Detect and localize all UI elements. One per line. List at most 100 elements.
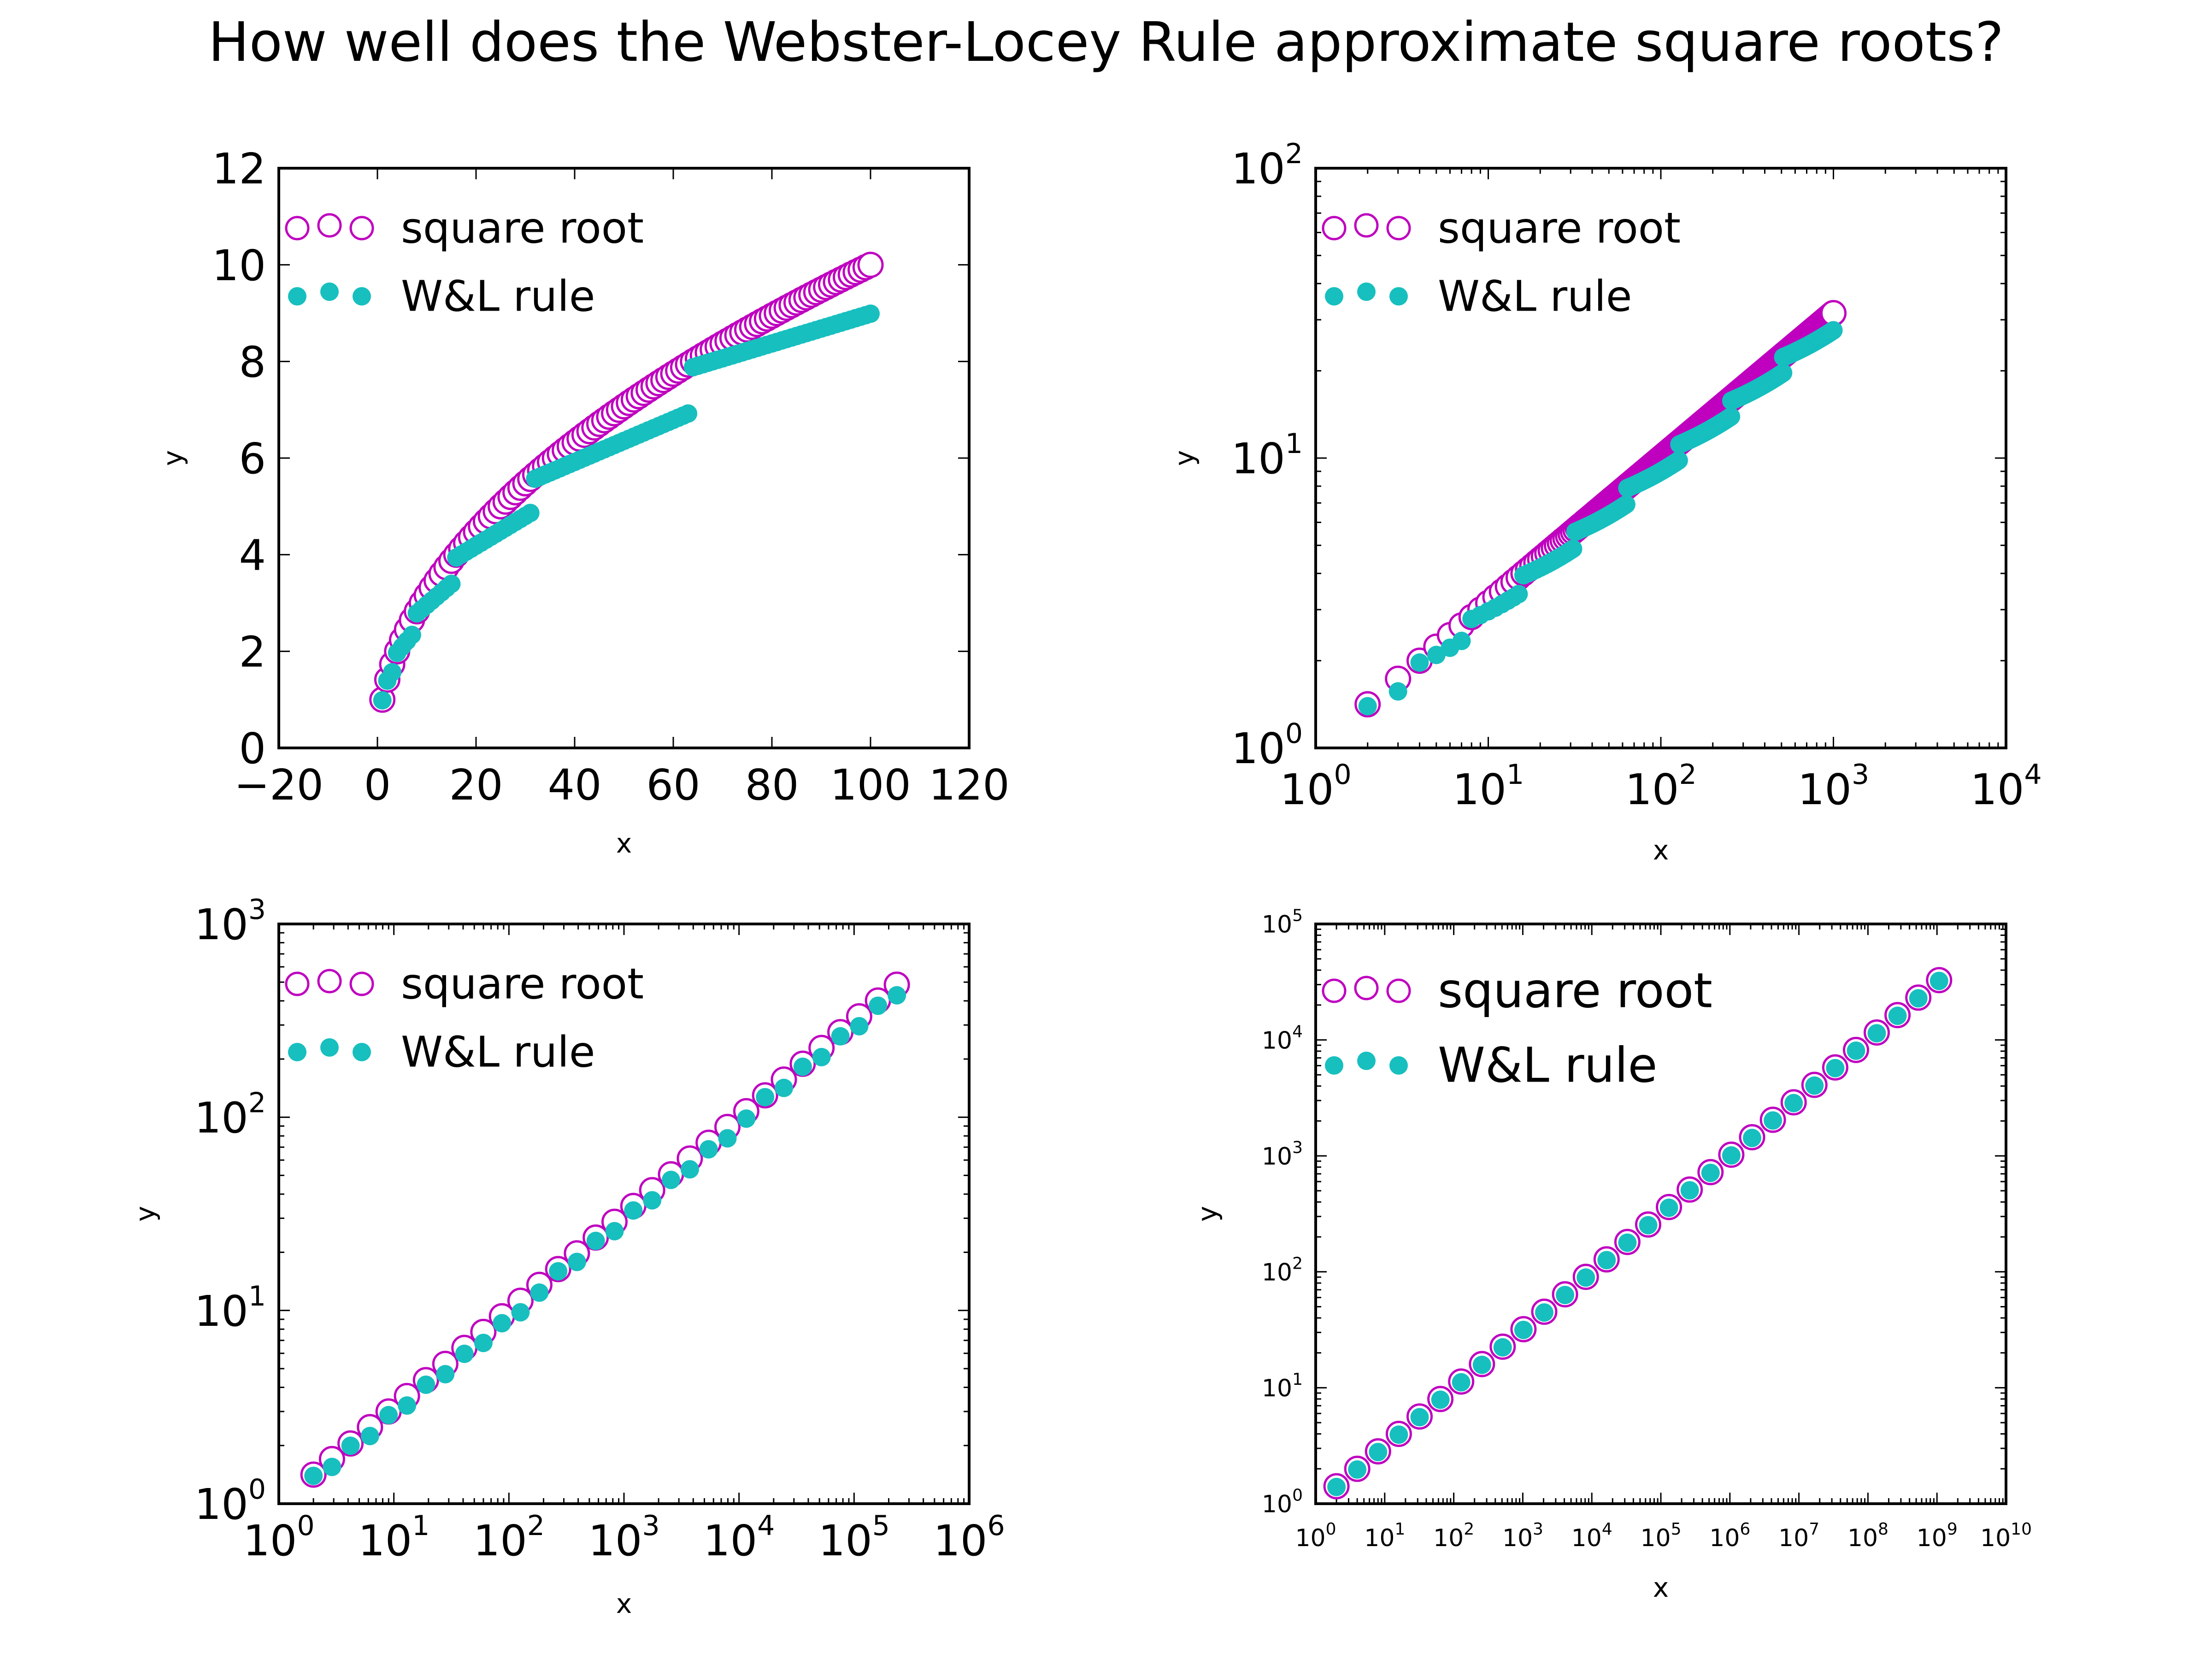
x-tick-label: 120	[929, 760, 1010, 810]
wl-rule-point	[1847, 1041, 1865, 1060]
y-tick-label: 100	[1231, 718, 1303, 773]
y-tick-label: 10	[212, 241, 266, 290]
y-tick-label: 100	[1262, 1486, 1303, 1518]
y-tick-label: 104	[1262, 1022, 1303, 1054]
x-tick-label: 103	[1502, 1520, 1543, 1552]
legend: square root W&L rule	[285, 203, 644, 321]
legend-label-wl-rule: W&L rule	[1438, 1037, 1657, 1093]
x-tick-label: 101	[1453, 759, 1524, 814]
wl-rule-point	[1348, 1460, 1367, 1479]
legend-wl-rule-marker	[288, 287, 306, 306]
wl-rule-point	[1888, 1006, 1907, 1025]
wl-rule-point	[1722, 407, 1741, 426]
wl-rule-point	[442, 575, 461, 593]
wl-rule-point	[530, 1283, 549, 1302]
wl-rule-point	[1358, 697, 1377, 716]
legend-wl-rule-marker	[1357, 1052, 1376, 1070]
y-tick-label: 102	[1262, 1254, 1303, 1287]
x-tick-label: 106	[1709, 1520, 1750, 1552]
wl-rule-point	[1389, 1425, 1408, 1444]
wl-rule-point	[455, 1344, 474, 1363]
wl-rule-point	[1680, 1181, 1699, 1200]
wl-rule-point	[1472, 1355, 1491, 1374]
legend-square-root-marker	[349, 971, 374, 996]
wl-rule-point	[398, 1396, 417, 1415]
wl-rule-point	[373, 691, 392, 710]
x-tick-label: 101	[1364, 1520, 1405, 1552]
series-wl-rule	[373, 304, 880, 710]
legend: square root W&L rule	[285, 959, 644, 1077]
subplot-3: 100 101 102 103 104 105 106 100 101 102 103 x y squar…	[129, 894, 1005, 1619]
x-tick-label: 100	[830, 760, 911, 810]
x-tick-label: 80	[745, 760, 799, 810]
wl-rule-point	[1669, 451, 1688, 470]
legend-wl-rule-marker	[1325, 287, 1343, 306]
wl-rule-point	[1824, 321, 1843, 340]
wl-rule-point	[417, 1375, 435, 1394]
legend-square-root-marker	[317, 213, 342, 238]
wl-rule-point	[1805, 1076, 1824, 1095]
wl-rule-point	[1556, 1286, 1575, 1305]
x-tick-label: 103	[1798, 759, 1869, 814]
x-tick-label: 104	[1571, 1520, 1612, 1552]
y-tick-label: 2	[239, 627, 266, 677]
legend-square-root-marker	[1354, 213, 1379, 238]
legend-square-root-marker	[1354, 976, 1379, 1000]
legend-square-root-marker	[1322, 216, 1347, 241]
y-tick-label: 100	[194, 1473, 266, 1529]
wl-rule-point	[643, 1191, 662, 1210]
x-tick-label: 103	[588, 1510, 659, 1565]
x-tick-label: −20	[234, 760, 324, 810]
legend-wl-rule-marker	[1389, 287, 1408, 306]
wl-rule-point	[605, 1222, 624, 1241]
wl-rule-point	[586, 1231, 605, 1250]
wl-rule-point	[869, 996, 888, 1015]
wl-rule-point	[850, 1017, 869, 1035]
wl-rule-point	[624, 1201, 643, 1220]
legend-label-square-root: square root	[401, 959, 644, 1008]
wl-rule-point	[304, 1466, 323, 1485]
series-square-root	[369, 252, 884, 713]
legend-label-wl-rule: W&L rule	[401, 271, 595, 321]
x-tick-label: 108	[1847, 1520, 1888, 1552]
wl-rule-point	[474, 1334, 493, 1353]
subplot-4: 100 101 102 103 104 105 106 107 108 109 1010 100 101…	[1192, 906, 2032, 1603]
legend-square-root-marker	[1386, 978, 1411, 1003]
wl-rule-point	[775, 1078, 793, 1097]
x-tick-label: 102	[1625, 759, 1696, 814]
wl-rule-point	[1577, 1268, 1595, 1287]
wl-rule-point	[1826, 1059, 1845, 1077]
x-tick-label: 1010	[1980, 1520, 2032, 1552]
wl-rule-point	[718, 1129, 737, 1148]
y-axis-label: y	[1169, 450, 1200, 466]
y-tick-label: 101	[194, 1280, 266, 1336]
wl-rule-point	[1509, 585, 1528, 604]
wl-rule-point	[679, 404, 698, 423]
wl-rule-point	[1493, 1338, 1512, 1357]
wl-rule-point	[323, 1458, 341, 1477]
wl-rule-point	[1564, 539, 1583, 558]
wl-rule-point	[1774, 364, 1793, 382]
wl-rule-point	[493, 1314, 512, 1333]
x-axis-label: x	[1653, 835, 1669, 866]
y-tick-label: 103	[1262, 1138, 1303, 1171]
y-tick-label: 4	[239, 531, 266, 580]
legend-wl-rule-marker	[1389, 1056, 1408, 1075]
wl-rule-point	[379, 1406, 398, 1424]
series-wl-rule	[304, 986, 906, 1485]
wl-rule-point	[1514, 1321, 1533, 1339]
wl-rule-point	[1784, 1094, 1803, 1112]
legend-square-root-marker	[285, 216, 310, 241]
wl-rule-point	[1618, 1233, 1637, 1252]
y-tick-label: 105	[1262, 906, 1303, 939]
x-tick-label: 107	[1778, 1520, 1819, 1552]
y-tick-label: 101	[1262, 1370, 1303, 1402]
x-tick-label: 0	[364, 760, 391, 810]
wl-rule-point	[1452, 1373, 1471, 1392]
wl-rule-point	[511, 1303, 530, 1322]
wl-rule-point	[1597, 1251, 1616, 1270]
wl-rule-point	[1535, 1303, 1553, 1322]
legend-wl-rule-marker	[353, 1043, 371, 1061]
